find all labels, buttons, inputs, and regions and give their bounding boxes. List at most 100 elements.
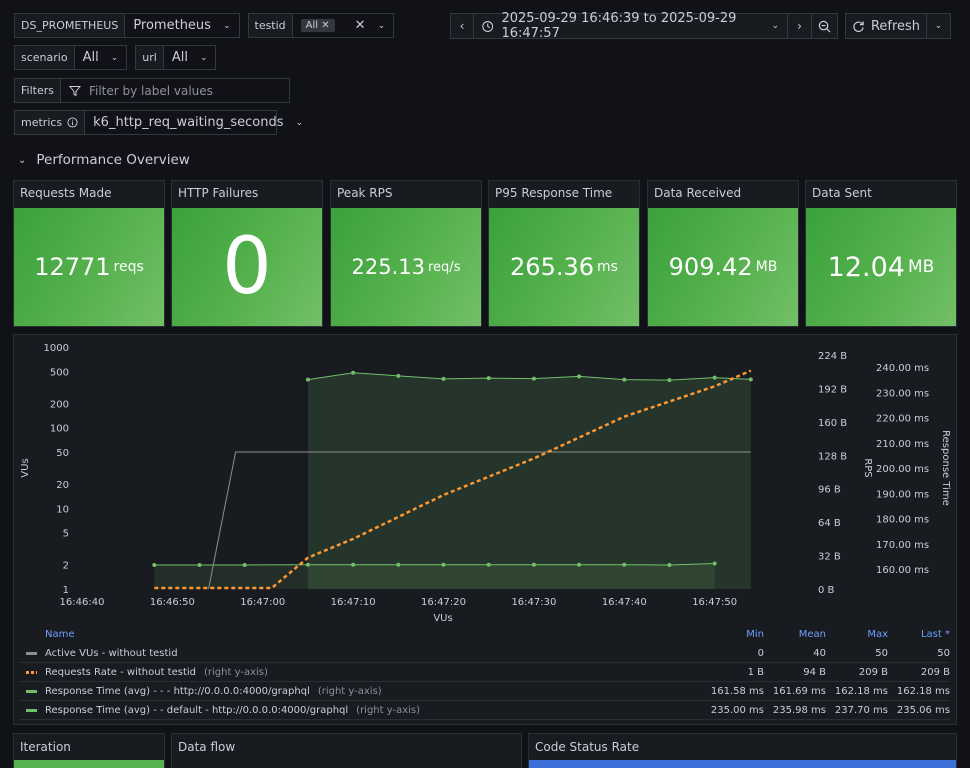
metrics-select[interactable]: k6_http_req_waiting_seconds ⌄ [85, 110, 303, 135]
legend-header-mean[interactable]: Mean [798, 629, 826, 640]
stat-panel-p95[interactable]: P95 Response Time 265.36 ms [488, 180, 640, 327]
refresh-label: Refresh [870, 18, 921, 34]
panel-iteration[interactable]: Iteration [13, 733, 165, 768]
x-tick-label: 16:47:40 [602, 597, 647, 608]
x-tick-label: 16:47:50 [692, 597, 737, 608]
legend-header-name[interactable]: Name [45, 629, 75, 640]
legend-header-min[interactable]: Min [746, 629, 764, 640]
series-point-response-time [531, 562, 536, 567]
timeseries-panel[interactable]: 1000 500 200 100 50 20 10 5 2 1 16:46:40 16:46:50 16… [13, 334, 957, 725]
chevron-down-icon: ⌄ [934, 21, 943, 31]
legend-mean: 94 B [803, 666, 826, 678]
testid-chip[interactable]: All ✕ [300, 19, 335, 32]
panel-title: Code Status Rate [535, 740, 640, 754]
y-right2-tick-label: 210.00 ms [876, 439, 929, 450]
stat-title: Data Sent [812, 186, 872, 200]
chevron-down-icon: ⌄ [771, 21, 779, 31]
legend-last: 235.06 ms [896, 704, 950, 716]
stat-title: P95 Response Time [495, 186, 613, 200]
legend-last: 209 B [920, 666, 950, 678]
legend-row[interactable]: Active VUs - without testid 0 40 50 50 [20, 644, 950, 663]
y-right2-tick-label: 240.00 ms [876, 363, 929, 374]
legend-min: 235.00 ms [710, 704, 764, 716]
stat-panel-failures[interactable]: HTTP Failures 0 [171, 180, 323, 327]
metrics-label-text: metrics [21, 116, 63, 129]
chevron-left-icon: ‹ [459, 19, 465, 33]
testid-select[interactable]: All ✕ ✕ ⌄ [292, 13, 395, 38]
timeseries-chart[interactable]: 1000 500 200 100 50 20 10 5 2 116:46:40 16:46:50 16… [14, 335, 958, 625]
variables-row-1: DS_PROMETHEUS Prometheus ⌄ testid All ✕ … [14, 13, 395, 38]
stat-panel-peak-rps[interactable]: Peak RPS 225.13 req/s [330, 180, 482, 327]
legend-swatch [26, 651, 37, 655]
datasource-value: Prometheus [133, 18, 211, 33]
chevron-right-icon: › [797, 19, 802, 33]
panel-code-status-rate[interactable]: Code Status Rate [528, 733, 957, 768]
panel-stat-fill [529, 760, 956, 768]
refresh-interval-button[interactable]: ⌄ [927, 13, 951, 39]
stat-title: HTTP Failures [178, 186, 259, 200]
zoom-out-button[interactable] [812, 13, 838, 39]
y-right2-tick-label: 170.00 ms [876, 540, 929, 551]
legend-series-name: Response Time (avg) - - default - http:/… [45, 704, 349, 716]
info-icon[interactable] [67, 117, 78, 128]
chevron-down-icon: ⌄ [18, 154, 27, 166]
metrics-row: metrics k6_http_req_waiting_seconds ⌄ [14, 110, 303, 135]
url-select[interactable]: All ⌄ [163, 45, 217, 70]
legend-row[interactable]: Requests Rate - without testid (right y-a… [20, 663, 950, 682]
filters-row: Filters Filter by label values [14, 78, 290, 103]
legend-row[interactable]: Response Time (avg) - - - http://0.0.0.0… [20, 682, 950, 701]
chevron-down-icon: ⌄ [295, 117, 304, 128]
panel-title: Data flow [178, 740, 236, 754]
stat-body: 265.36 ms [489, 208, 639, 326]
zoom-out-icon [818, 20, 831, 32]
series-point-response-time [351, 562, 356, 567]
series-point-response-time [667, 562, 672, 567]
y-right1-axis-label: RPS [862, 458, 873, 477]
legend-mean: 235.98 ms [772, 704, 826, 716]
stat-value: 12.04 [827, 251, 905, 283]
y-right1-tick-label: 0 B [818, 585, 835, 596]
row-collapse-toggle[interactable]: ⌄ Performance Overview [18, 152, 190, 168]
filter-icon [68, 85, 81, 96]
series-area-response-time-default [307, 372, 751, 589]
stat-panel-data-sent[interactable]: Data Sent 12.04 MB [805, 180, 957, 327]
time-back-button[interactable]: ‹ [450, 13, 474, 39]
chip-remove-icon[interactable]: ✕ [321, 20, 330, 31]
legend-swatch [26, 708, 37, 712]
series-point-response-time-default [531, 376, 536, 381]
stat-panel-requests[interactable]: Requests Made 12771 reqs [13, 180, 165, 327]
metrics-value: k6_http_req_waiting_seconds [93, 115, 284, 130]
testid-label: testid [247, 13, 293, 38]
filters-input[interactable]: Filter by label values [60, 78, 290, 103]
url-value: All [171, 50, 188, 65]
clear-icon[interactable]: ✕ [354, 18, 366, 33]
series-line-requests-rate [154, 369, 752, 590]
legend-row[interactable]: Response Time (avg) - - default - http:/… [20, 701, 950, 720]
chevron-down-icon: ⌄ [377, 20, 386, 31]
legend-header-max[interactable]: Max [867, 629, 888, 640]
time-forward-button[interactable]: › [788, 13, 812, 39]
stat-panel-data-received[interactable]: Data Received 909.42 MB [647, 180, 799, 327]
time-range-button[interactable]: 2025-09-29 16:46:39 to 2025-09-29 16:47:… [474, 11, 788, 41]
legend-header: Name Min Mean Max Last * [20, 625, 950, 644]
stat-body: 12771 reqs [14, 208, 164, 326]
legend-table: Name Min Mean Max Last * Active VUs - wi… [20, 625, 950, 720]
y-right2-axis-label: Response Time [940, 430, 951, 506]
scenario-select[interactable]: All ⌄ [74, 45, 128, 70]
scenario-label: scenario [14, 45, 75, 70]
series-point-response-time [441, 562, 446, 567]
legend-last: 50 [937, 647, 950, 659]
y-left-tick-label: 5 [63, 529, 69, 540]
panel-data-flow[interactable]: Data flow [171, 733, 522, 768]
stat-value: 909.42 [668, 253, 753, 281]
series-area-response-time [154, 563, 715, 589]
series-point-response-time-default [712, 375, 717, 380]
x-tick-label: 16:47:20 [421, 597, 466, 608]
datasource-select[interactable]: Prometheus ⌄ [125, 13, 240, 38]
y-right2-tick-label: 180.00 ms [876, 515, 929, 526]
series-point-response-time [577, 562, 582, 567]
legend-min: 1 B [747, 666, 764, 678]
time-range-text: 2025-09-29 16:46:39 to 2025-09-29 16:47:… [501, 11, 737, 41]
refresh-button[interactable]: Refresh [845, 13, 927, 39]
legend-header-last[interactable]: Last * [920, 629, 950, 640]
